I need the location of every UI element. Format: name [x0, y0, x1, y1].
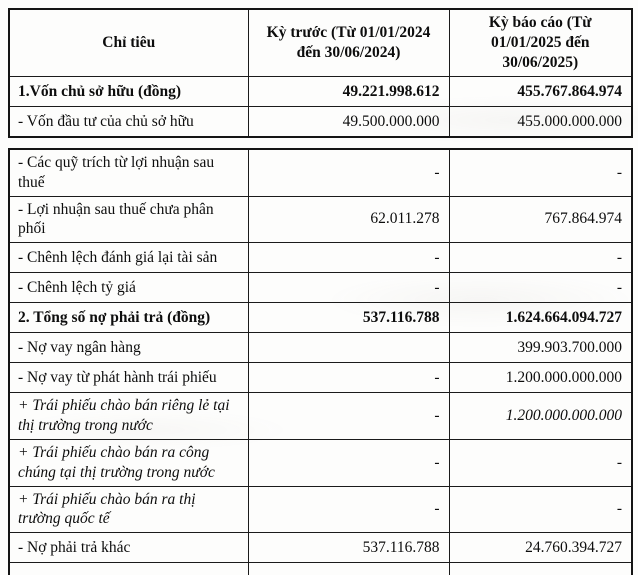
- table-header: Chỉ tiêu Kỳ trước (Từ 01/01/2024 đến 30/…: [8, 8, 633, 78]
- column-header-reporting-period: Kỳ báo cáo (Từ 01/01/2025 đến 30/06/2025…: [448, 8, 633, 78]
- value-previous-period: -: [247, 438, 450, 487]
- value-previous-period: -: [247, 242, 450, 274]
- table-row: 2. Tổng số nợ phải trả (đồng) 537.116.788…: [8, 302, 633, 334]
- value-previous-period: -: [247, 485, 450, 534]
- table-row: - Chênh lệch tỷ giá - -: [8, 272, 633, 304]
- value-reporting-period: 455.000.000.000: [448, 106, 633, 138]
- table-row: - Lợi nhuận sau thuế chưa phân phối 62.01…: [8, 195, 633, 244]
- row-label: - Vốn đầu tư của chủ sở hữu: [8, 106, 249, 138]
- row-label: - Các quỹ trích từ lợi nhuận sau thuế: [8, 148, 249, 197]
- table-row: + Trái phiếu chào bán riêng lẻ tại thị t…: [8, 392, 633, 440]
- value-reporting-period: -: [448, 485, 633, 534]
- financial-table-segment-1: Chỉ tiêu Kỳ trước (Từ 01/01/2024 đến 30/…: [8, 8, 633, 138]
- row-label: - Nợ phải trả khác: [8, 532, 249, 564]
- table-row: - Các quỹ trích từ lợi nhuận sau thuế - -: [8, 148, 633, 197]
- scan-segment-gap: [8, 138, 638, 148]
- value-previous-period: 49.221.998.612: [247, 76, 450, 108]
- table-row: - Nợ vay ngân hàng 399.903.700.000: [8, 332, 633, 364]
- value-reporting-period: -: [448, 272, 633, 304]
- table-row: - Nợ phải trả khác 537.116.788 24.760.394.…: [8, 532, 633, 564]
- value-previous-period: -: [247, 392, 450, 440]
- value-reporting-period: 24.760.394.727: [448, 532, 633, 564]
- row-label: - Chênh lệch đánh giá lại tài sản: [8, 242, 249, 274]
- value-reporting-period: 455.767.864.974: [448, 76, 633, 108]
- column-header-previous-period: Kỳ trước (Từ 01/01/2024 đến 30/06/2024): [247, 8, 450, 78]
- partial-cutoff-cell: [448, 562, 633, 575]
- table-row: - Chênh lệch đánh giá lại tài sản - -: [8, 242, 633, 274]
- value-reporting-period: 1.200.000.000.000: [448, 392, 633, 440]
- partial-cutoff-cell: [8, 562, 249, 575]
- row-label: - Nợ vay từ phát hành trái phiếu: [8, 362, 249, 394]
- value-previous-period: 537.116.788: [247, 302, 450, 334]
- row-label: - Nợ vay ngân hàng: [8, 332, 249, 364]
- header-row: Chỉ tiêu Kỳ trước (Từ 01/01/2024 đến 30/…: [8, 8, 633, 78]
- value-reporting-period: -: [448, 148, 633, 197]
- value-previous-period: -: [247, 148, 450, 197]
- table-row: 1.Vốn chủ sở hữu (đồng) 49.221.998.612 455…: [8, 76, 633, 108]
- table-segment-1-body: 1.Vốn chủ sở hữu (đồng) 49.221.998.612 455…: [8, 76, 633, 138]
- row-label: - Chênh lệch tỷ giá: [8, 272, 249, 304]
- column-header-criteria: Chỉ tiêu: [8, 8, 249, 78]
- value-previous-period: -: [247, 272, 450, 304]
- value-previous-period: 62.011.278: [247, 195, 450, 244]
- value-reporting-period: -: [448, 438, 633, 487]
- table-row: - Nợ vay từ phát hành trái phiếu -1.200.0…: [8, 362, 633, 394]
- value-previous-period: 49.500.000.000: [247, 106, 450, 138]
- row-label: 2. Tổng số nợ phải trả (đồng): [8, 302, 249, 334]
- row-label: + Trái phiếu chào bán ra công chúng tại …: [8, 438, 249, 487]
- value-reporting-period: 767.864.974: [448, 195, 633, 244]
- row-label: + Trái phiếu chào bán riêng lẻ tại thị t…: [8, 392, 249, 440]
- row-label: - Lợi nhuận sau thuế chưa phân phối: [8, 195, 249, 244]
- value-reporting-period: 1.200.000.000.000: [448, 362, 633, 394]
- financial-table-segment-2: - Các quỹ trích từ lợi nhuận sau thuế - - -…: [8, 147, 633, 575]
- value-previous-period: -: [247, 362, 450, 394]
- table-row: + Trái phiếu chào bán ra công chúng tại …: [8, 438, 633, 487]
- row-label: + Trái phiếu chào bán ra thị trường quốc…: [8, 485, 249, 534]
- value-previous-period: [247, 332, 450, 364]
- table-row: - Vốn đầu tư của chủ sở hữu 49.500.000.00…: [8, 106, 633, 138]
- partial-cutoff-row: [8, 562, 633, 575]
- value-reporting-period: 399.903.700.000: [448, 332, 633, 364]
- table-row: + Trái phiếu chào bán ra thị trường quốc…: [8, 485, 633, 534]
- table-segment-2-body: - Các quỹ trích từ lợi nhuận sau thuế - - -…: [8, 148, 633, 575]
- row-label: 1.Vốn chủ sở hữu (đồng): [8, 76, 249, 108]
- partial-cutoff-cell: [247, 562, 450, 575]
- value-previous-period: 537.116.788: [247, 532, 450, 564]
- value-reporting-period: -: [448, 242, 633, 274]
- value-reporting-period: 1.624.664.094.727: [448, 302, 633, 334]
